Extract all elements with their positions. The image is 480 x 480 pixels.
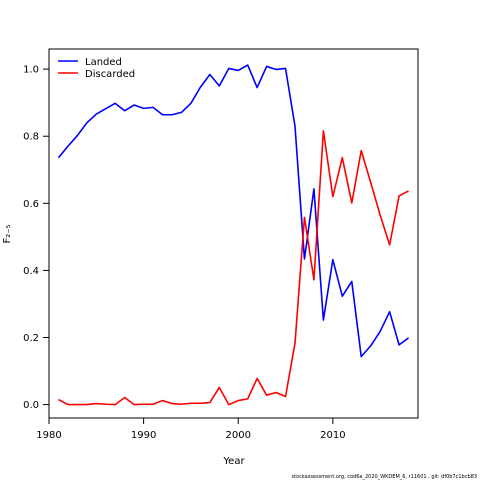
series-line-discarded bbox=[58, 130, 409, 406]
legend: Landed Discarded bbox=[58, 57, 135, 80]
y-tick-label: 0.6 bbox=[23, 199, 39, 210]
plot-frame bbox=[48, 48, 419, 419]
y-axis: 0.0 0.2 0.4 0.6 0.8 1.0 bbox=[23, 65, 49, 411]
series-line-landed bbox=[57, 64, 410, 358]
x-axis: 1980 1990 2000 2010 bbox=[36, 418, 346, 441]
x-tick-label: 2000 bbox=[226, 430, 251, 441]
x-tick-label: 1990 bbox=[131, 430, 156, 441]
y-tick-label: 0.0 bbox=[23, 400, 39, 411]
y-tick-label: 0.8 bbox=[23, 132, 39, 143]
legend-label-landed: Landed bbox=[85, 57, 122, 68]
legend-label-discarded: Discarded bbox=[85, 69, 135, 80]
y-tick-label: 0.4 bbox=[23, 266, 39, 277]
x-axis-title: Year bbox=[222, 456, 245, 467]
x-tick-label: 2010 bbox=[320, 430, 345, 441]
y-axis-title: F₂₋₅ bbox=[2, 224, 13, 243]
y-tick-label: 1.0 bbox=[23, 65, 39, 76]
series-layer bbox=[57, 64, 410, 406]
footer-text: stockassessment.org, cod6a_2020_WKDEM_6,… bbox=[291, 474, 477, 480]
x-tick-label: 1980 bbox=[36, 430, 61, 441]
y-tick-label: 0.2 bbox=[23, 333, 39, 344]
